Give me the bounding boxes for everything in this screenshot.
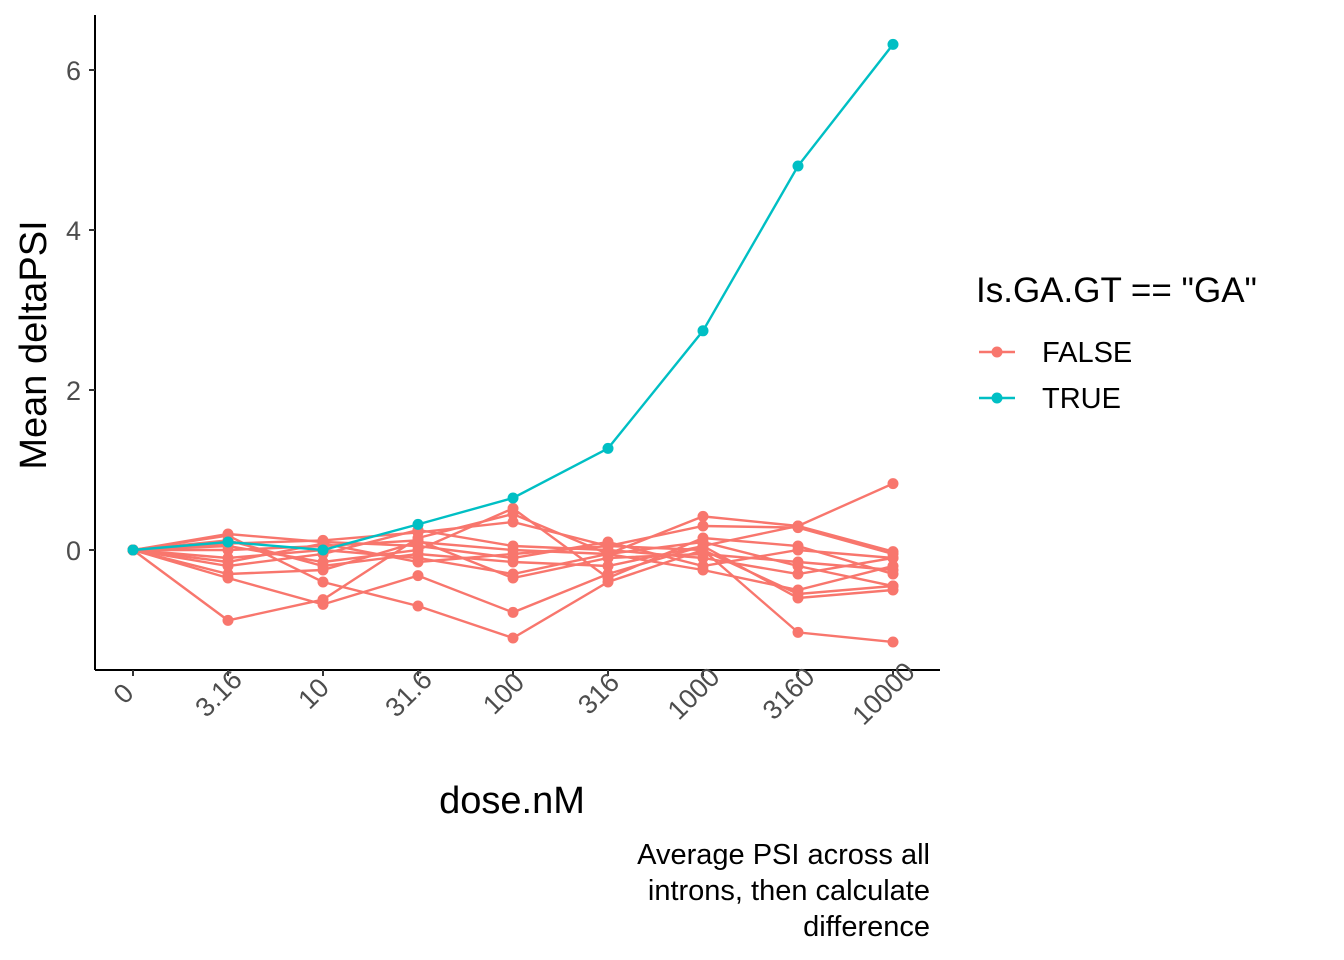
data-point: [887, 636, 899, 648]
caption-line: introns, then calculate: [648, 875, 930, 907]
y-axis-ticks: 0 2 4 6: [66, 56, 95, 566]
legend-items: FALSE TRUE: [979, 337, 1132, 415]
data-point: [507, 606, 519, 618]
data-point: [887, 564, 899, 576]
data-point: [792, 588, 804, 600]
x-tick-label: 10000: [846, 656, 920, 730]
x-tick-label: 1000: [662, 662, 726, 726]
data-point: [792, 520, 804, 532]
data-point: [412, 534, 424, 546]
data-point: [412, 518, 424, 530]
data-point: [127, 544, 139, 556]
data-point: [887, 546, 899, 558]
data-point: [507, 492, 519, 504]
data-point: [697, 532, 709, 544]
x-tick-label: 31.6: [379, 664, 437, 722]
legend-item-false: FALSE: [979, 337, 1132, 369]
data-point: [887, 580, 899, 592]
x-tick-label: 3.16: [189, 664, 247, 722]
legend-key-point: [991, 346, 1003, 358]
x-tick-label: 316: [572, 667, 625, 720]
data-point: [697, 544, 709, 556]
x-tick-label: 0: [108, 678, 140, 710]
data-point: [792, 556, 804, 568]
data-point: [507, 502, 519, 514]
data-point: [507, 556, 519, 568]
data-point: [697, 564, 709, 576]
data-point: [507, 548, 519, 560]
x-tick-label: 100: [477, 667, 530, 720]
x-axis-ticks: 0 3.16 10 31.6 100 316 1000 3160 10000: [108, 656, 921, 730]
caption-line: difference: [803, 911, 930, 943]
series-line: [132, 43, 894, 552]
data-point: [507, 540, 519, 552]
data-point: [222, 556, 234, 568]
data-point: [792, 540, 804, 552]
data-point: [792, 160, 804, 172]
data-point: [792, 568, 804, 580]
data-point: [792, 626, 804, 638]
y-tick-label: 4: [66, 216, 81, 246]
data-point: [507, 516, 519, 528]
y-tick-label: 0: [66, 536, 81, 566]
data-point: [412, 556, 424, 568]
x-tick-label: 10: [292, 672, 334, 714]
series-true: [127, 38, 899, 556]
caption-line: Average PSI across all: [637, 839, 930, 871]
data-point: [317, 560, 329, 572]
data-point: [887, 38, 899, 50]
data-point: [697, 520, 709, 532]
data-point: [317, 576, 329, 588]
data-point: [602, 442, 614, 454]
data-point: [602, 540, 614, 552]
data-point: [222, 568, 234, 580]
legend-item-true: TRUE: [979, 383, 1121, 415]
data-point: [602, 552, 614, 564]
legend-label: TRUE: [1042, 383, 1121, 415]
x-axis-title: dose.nM: [439, 780, 585, 822]
data-point: [222, 536, 234, 548]
data-point: [697, 510, 709, 522]
y-axis-title: Mean deltaPSI: [13, 220, 55, 469]
x-tick-label: 3160: [757, 662, 821, 726]
data-point: [887, 478, 899, 490]
y-tick-label: 2: [66, 376, 81, 406]
data-point: [697, 325, 709, 337]
data-point: [602, 560, 614, 572]
chart-caption: Average PSI across all introns, then cal…: [637, 839, 930, 943]
legend: Is.GA.GT == "GA" FALSE TRUE: [976, 271, 1257, 415]
data-point: [222, 614, 234, 626]
legend-key-point: [991, 392, 1003, 404]
data-point: [412, 548, 424, 560]
data-point: [317, 544, 329, 556]
data-point: [222, 544, 234, 556]
data-point: [317, 598, 329, 610]
data-point: [602, 572, 614, 584]
data-point: [412, 570, 424, 582]
data-point: [507, 572, 519, 584]
data-point: [412, 600, 424, 612]
legend-label: FALSE: [1042, 337, 1132, 369]
y-tick-label: 6: [66, 56, 81, 86]
data-point: [507, 632, 519, 644]
series-layer: [127, 38, 899, 648]
legend-title: Is.GA.GT == "GA": [976, 271, 1257, 310]
